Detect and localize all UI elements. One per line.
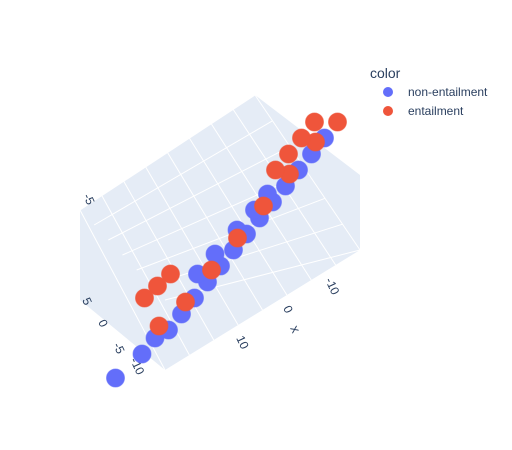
point-entailment-10[interactable]: [135, 288, 154, 308]
legend-label-non-entailment: non-entailment: [408, 85, 488, 99]
grid-line: [79, 94, 256, 211]
legend-item-entailment[interactable]: entailment: [383, 104, 464, 118]
point-entailment-0[interactable]: [149, 316, 169, 336]
point-non-entailment-17[interactable]: [205, 244, 225, 264]
point-entailment-7[interactable]: [328, 112, 347, 132]
grid-line: [108, 146, 291, 241]
grid-line: [150, 223, 343, 286]
point-non-entailment-1[interactable]: [132, 344, 152, 364]
point-entailment-4[interactable]: [254, 196, 273, 216]
legend-title: color: [370, 65, 401, 81]
point-non-entailment-0[interactable]: [106, 368, 125, 388]
grid-line: [145, 166, 239, 326]
point-entailment-3[interactable]: [228, 228, 247, 248]
point-entailment-13[interactable]: [292, 128, 311, 148]
grid-line: [123, 181, 215, 341]
point-entailment-2[interactable]: [202, 260, 221, 280]
x-tick-0: -10: [322, 275, 342, 297]
legend-swatch-non-entailment: [383, 87, 393, 97]
legend-item-non-entailment[interactable]: non-entailment: [383, 85, 488, 99]
x-tick-1: 0: [280, 303, 296, 315]
point-entailment-12[interactable]: [279, 144, 298, 164]
x-tick-2: 10: [233, 333, 251, 351]
legend-swatch-entailment: [383, 106, 393, 116]
y-tick-2: -5: [110, 340, 127, 356]
legend[interactable]: color non-entailment entailment: [370, 65, 488, 118]
point-entailment-8[interactable]: [161, 264, 180, 284]
x-axis-title: x: [287, 323, 304, 336]
legend-label-entailment: entailment: [408, 104, 464, 118]
y-tick-1: 0: [95, 317, 111, 329]
grid-line: [167, 152, 263, 311]
point-entailment-14[interactable]: [305, 112, 324, 132]
point-entailment-1[interactable]: [176, 292, 195, 312]
scatter-points[interactable]: [106, 112, 347, 388]
grid-line: [93, 120, 273, 226]
grid-line: [188, 137, 288, 296]
point-entailment-9[interactable]: [148, 276, 167, 296]
point-entailment-11[interactable]: [266, 160, 285, 180]
